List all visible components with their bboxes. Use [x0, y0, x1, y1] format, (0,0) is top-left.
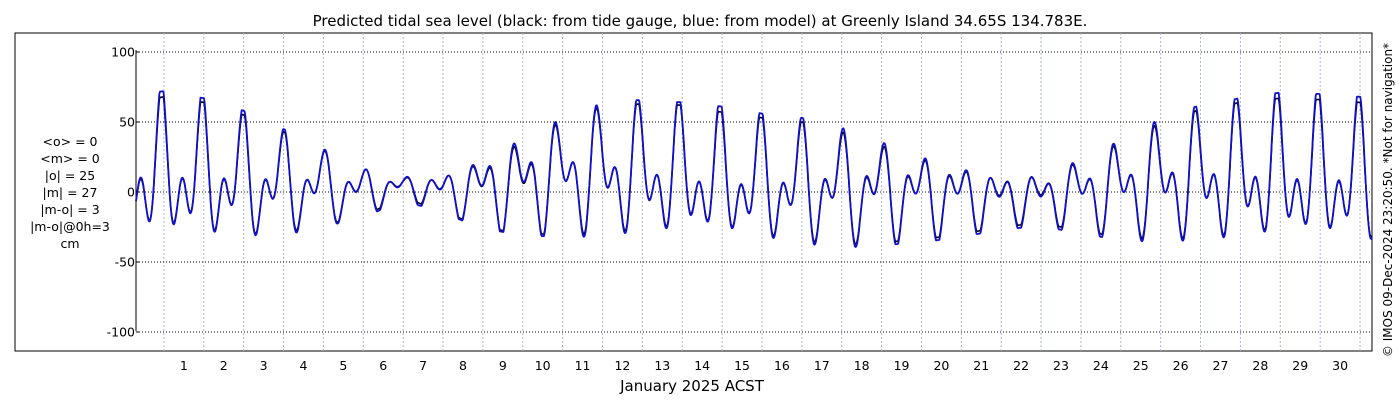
x-tick-label: 28 [1252, 358, 1268, 373]
stat-mean-obs: <o> = 0 [42, 134, 98, 149]
x-axis-ticks: 1 2 3 4 5 6 7 8 9 10 11 12 13 14 15 16 17 18 19 20 21 22 23 24 2… [180, 358, 1348, 373]
x-tick-label: 10 [535, 358, 551, 373]
stat-abs-model: |m| = 27 [42, 185, 98, 200]
x-tick-label: 2 [220, 358, 228, 373]
x-tick-label: 7 [419, 358, 427, 373]
x-tick-label: 26 [1173, 358, 1189, 373]
statistics-panel: <o> = 0 <m> = 0 |o| = 25 |m| = 27 |m-o| … [18, 133, 122, 252]
x-axis-label: January 2025 ACST [619, 377, 765, 395]
x-tick-label: 21 [973, 358, 989, 373]
y-axis-ticks: 100 50 0 -50 -100 [107, 45, 140, 340]
stat-mean-model: <m> = 0 [40, 151, 100, 166]
x-tick-label: 6 [379, 358, 387, 373]
stat-abs-diff-0h: |m-o|@0h=3 [30, 219, 110, 234]
x-tick-label: 5 [339, 358, 347, 373]
y-tick-label: -50 [115, 255, 135, 270]
x-tick-label: 14 [694, 358, 710, 373]
x-tick-label: 29 [1292, 358, 1308, 373]
x-tick-label: 23 [1053, 358, 1069, 373]
stat-unit: cm [60, 236, 80, 251]
y-tick-label: 100 [111, 45, 135, 60]
x-tick-label: 19 [894, 358, 910, 373]
x-tick-label: 25 [1133, 358, 1149, 373]
chart-title: Predicted tidal sea level (black: from t… [313, 12, 1088, 30]
y-tick-label: 50 [119, 115, 135, 130]
day-gridlines [163, 33, 1361, 351]
copyright-note: © IMOS 09-Dec-2024 23:20:50. *Not for na… [1381, 43, 1395, 357]
x-tick-label: 11 [575, 358, 591, 373]
x-tick-label: 20 [933, 358, 949, 373]
x-tick-label: 24 [1093, 358, 1109, 373]
stat-abs-obs: |o| = 25 [44, 168, 96, 183]
x-tick-label: 27 [1213, 358, 1229, 373]
y-tick-label: 0 [127, 185, 135, 200]
y-tick-label: -100 [107, 325, 135, 340]
x-tick-label: 1 [180, 358, 188, 373]
x-tick-label: 16 [774, 358, 790, 373]
x-tick-label: 17 [814, 358, 830, 373]
x-tick-label: 15 [734, 358, 750, 373]
x-tick-label: 12 [614, 358, 630, 373]
level-gridlines [136, 51, 1372, 333]
x-tick-label: 3 [260, 358, 268, 373]
x-tick-label: 9 [499, 358, 507, 373]
x-tick-label: 4 [299, 358, 307, 373]
x-tick-label: 22 [1013, 358, 1029, 373]
stat-abs-diff: |m-o| = 3 [40, 202, 100, 217]
x-tick-label: 18 [854, 358, 870, 373]
plot-frame [14, 32, 1373, 352]
x-tick-label: 13 [654, 358, 670, 373]
x-tick-label: 8 [459, 358, 467, 373]
series-group [135, 90, 1373, 248]
series-line-model [135, 90, 1373, 248]
x-tick-label: 30 [1332, 358, 1348, 373]
